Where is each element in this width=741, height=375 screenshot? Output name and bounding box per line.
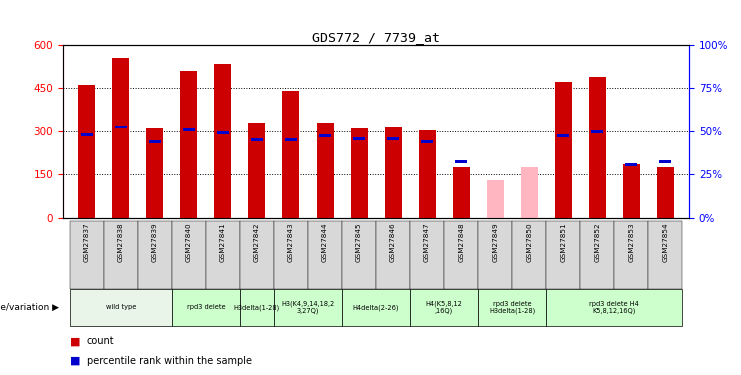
Bar [183,128,195,131]
Bar [489,44,501,46]
Bar [217,131,229,134]
Bar [113,58,130,217]
Text: GSM27848: GSM27848 [458,222,464,262]
Text: percentile rank within the sample: percentile rank within the sample [87,356,252,366]
Bar [180,71,197,217]
Bar [455,160,467,163]
Text: ■: ■ [70,356,81,366]
Bar [419,130,436,218]
Text: H3delta(1-28): H3delta(1-28) [234,304,280,311]
Text: GSM27840: GSM27840 [186,222,192,262]
Text: GSM27842: GSM27842 [254,222,260,262]
Bar [387,137,399,140]
Text: ■: ■ [70,336,81,346]
Bar [622,164,639,218]
Bar [319,134,331,137]
Text: GSM27850: GSM27850 [526,222,532,262]
Text: GSM27843: GSM27843 [288,222,294,262]
Bar [248,123,265,218]
Bar [115,126,127,128]
Bar [453,167,470,217]
Title: GDS772 / 7739_at: GDS772 / 7739_at [312,31,440,44]
Bar [591,130,603,133]
Text: GSM27838: GSM27838 [118,222,124,262]
Bar [557,134,569,137]
Text: GSM27852: GSM27852 [594,222,600,262]
Bar [421,140,433,143]
Bar [659,160,671,163]
Bar [282,91,299,218]
Text: GSM27847: GSM27847 [424,222,430,262]
Text: rpd3 delete
H3delta(1-28): rpd3 delete H3delta(1-28) [489,301,535,314]
Text: GSM27837: GSM27837 [84,222,90,262]
Bar [251,138,263,141]
Text: GSM27841: GSM27841 [220,222,226,262]
Bar [350,128,368,217]
Text: GSM27853: GSM27853 [628,222,634,262]
Text: GSM27844: GSM27844 [322,222,328,262]
Bar [385,127,402,218]
Text: GSM27839: GSM27839 [152,222,158,262]
Bar [149,140,161,143]
Bar [555,82,572,218]
Text: H4(K5,8,12
,16Q): H4(K5,8,12 ,16Q) [425,300,462,315]
Bar [487,180,504,218]
Text: GSM27846: GSM27846 [390,222,396,262]
Bar [214,64,231,217]
Text: H3(K4,9,14,18,2
3,27Q): H3(K4,9,14,18,2 3,27Q) [282,300,335,315]
Bar [285,138,297,141]
Text: count: count [87,336,114,346]
Text: genotype/variation ▶: genotype/variation ▶ [0,303,59,312]
Text: rpd3 delete H4
K5,8,12,16Q): rpd3 delete H4 K5,8,12,16Q) [589,301,639,314]
Bar [625,163,637,166]
Bar [147,128,163,217]
Bar [316,123,333,218]
Bar [353,137,365,140]
Bar [589,76,605,218]
Text: GSM27849: GSM27849 [492,222,498,262]
Bar [79,85,96,218]
Bar [657,167,674,217]
Text: GSM27851: GSM27851 [560,222,566,262]
Text: wild type: wild type [106,304,136,310]
Bar [521,167,538,217]
Text: rpd3 delete: rpd3 delete [187,304,225,310]
Text: GSM27845: GSM27845 [356,222,362,262]
Bar [81,133,93,136]
Text: GSM27854: GSM27854 [662,222,668,262]
Text: H4delta(2-26): H4delta(2-26) [353,304,399,311]
